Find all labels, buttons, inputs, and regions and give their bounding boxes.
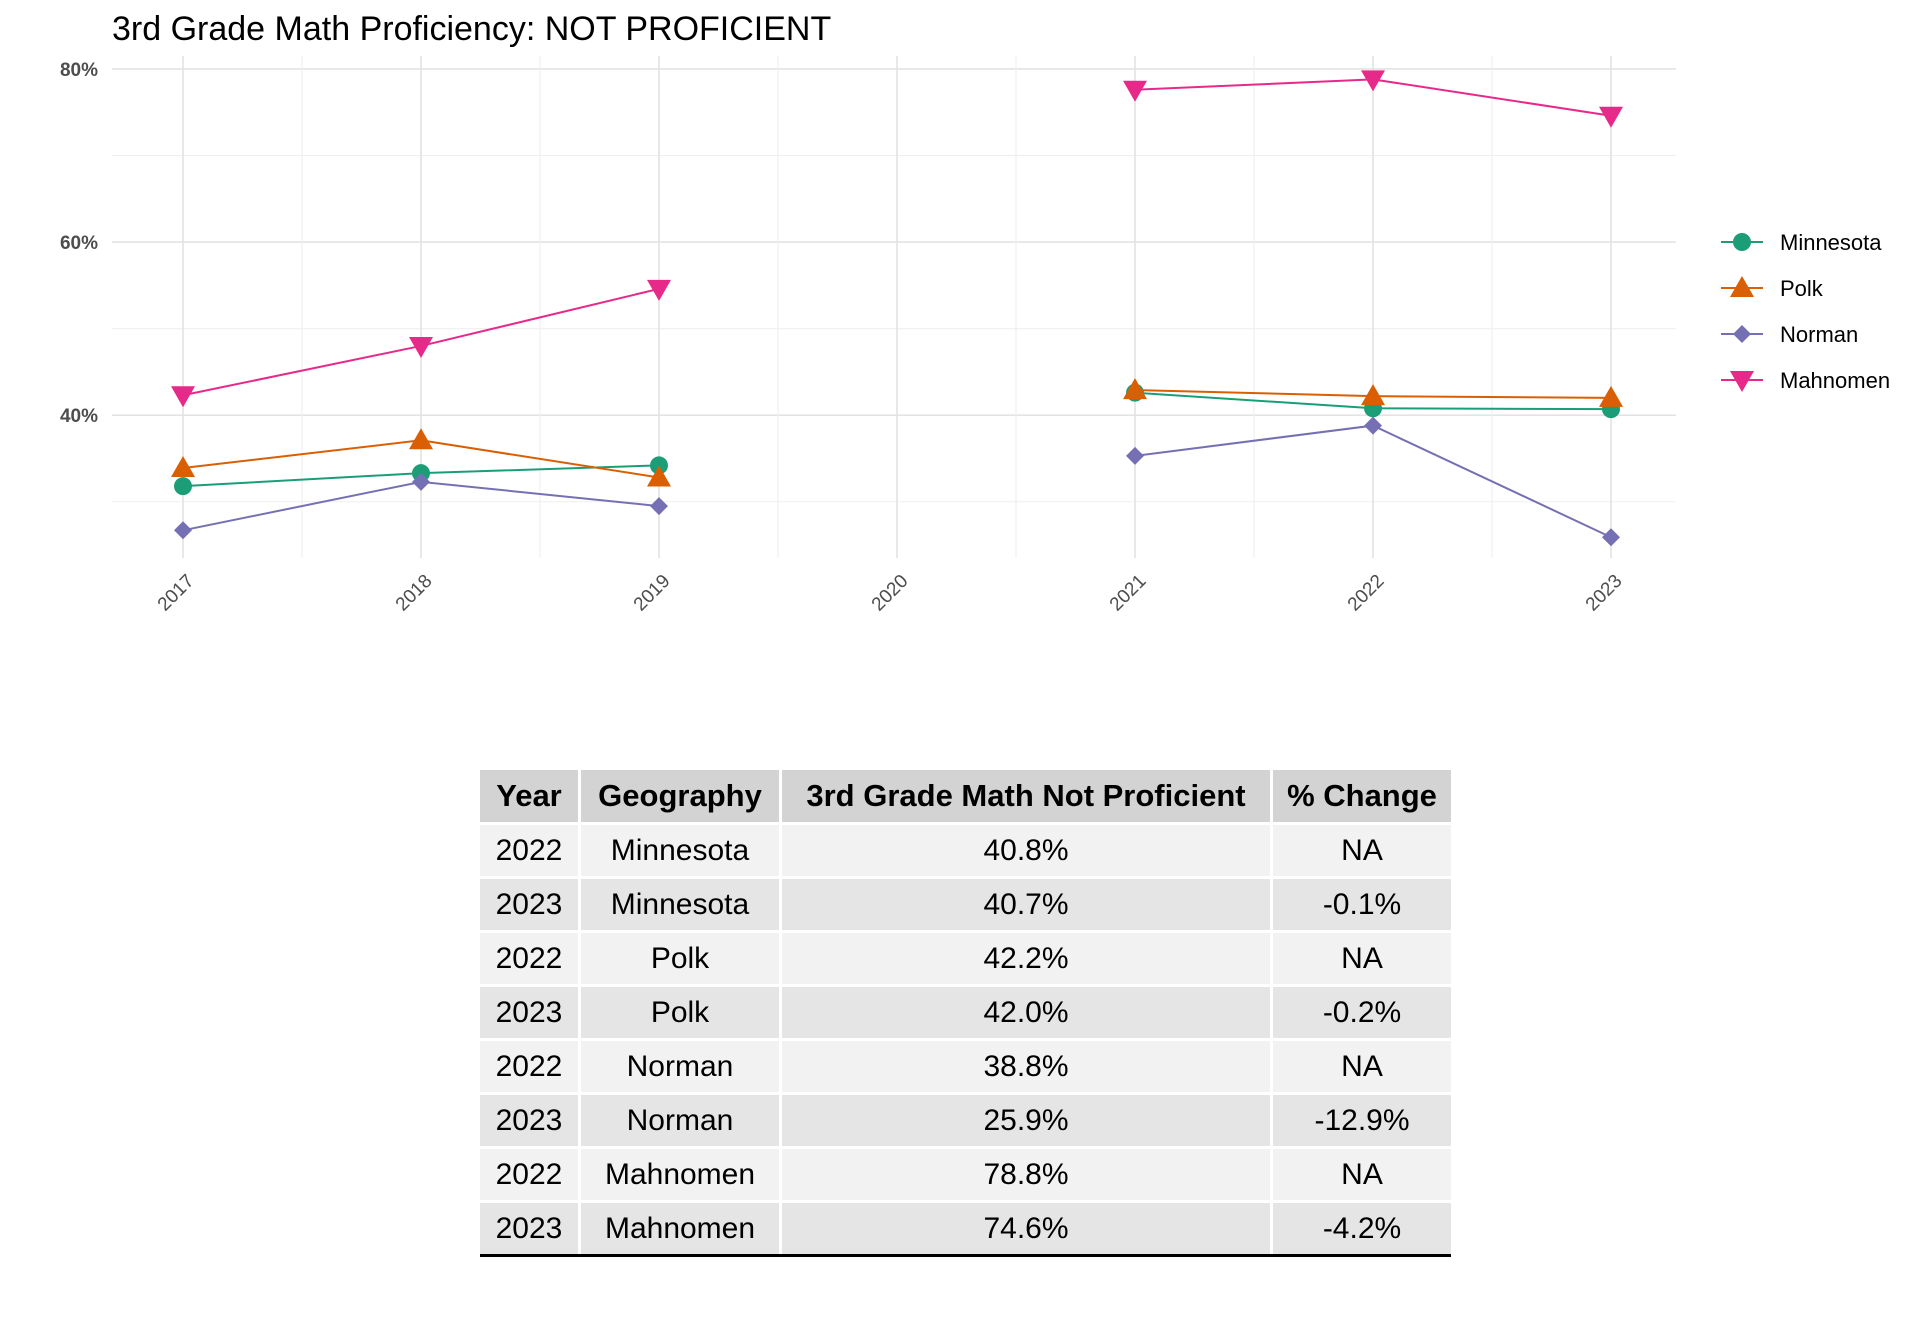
data-point-polk [1599,385,1623,407]
x-tick-label: 2020 [868,571,913,616]
data-point-polk [1123,378,1147,400]
table-row: 2022 Polk 42.2% NA [480,930,1451,986]
header-year: Year [480,770,581,824]
cell-value: 38.8% [780,1038,1273,1094]
data-point-norman [412,472,430,491]
cell-change: -0.2% [1271,984,1451,1040]
data-point-norman [1126,446,1144,465]
cell-year: 2022 [480,822,581,878]
legend-item-minnesota: Minnesota [1721,230,1882,255]
cell-year: 2023 [480,876,581,932]
table-row: 2023 Norman 25.9% -12.9% [480,1092,1451,1148]
cell-change: -0.1% [1271,876,1451,932]
chart-title: 3rd Grade Math Proficiency: NOT PROFICIE… [112,10,831,48]
cell-value: 25.9% [780,1092,1273,1148]
data-point-norman [1602,528,1620,547]
table-header-row: Year Geography 3rd Grade Math Not Profic… [480,770,1451,824]
x-tick-label: 2022 [1344,571,1389,616]
cell-change: NA [1271,1146,1451,1202]
legend: Minnesota Polk Norman Mahnomen [1721,230,1890,393]
series-layer [171,70,1623,547]
data-point-norman [1364,416,1382,435]
cell-geography: Polk [579,930,782,986]
cell-change: NA [1271,822,1451,878]
y-tick-label: 60% [60,233,98,254]
cell-value: 42.2% [780,930,1273,986]
table-row: 2023 Minnesota 40.7% -0.1% [480,876,1451,932]
cell-geography: Mahnomen [579,1146,782,1202]
cell-value: 42.0% [780,984,1273,1040]
cell-geography: Mahnomen [579,1200,782,1257]
cell-geography: Minnesota [579,876,782,932]
cell-year: 2023 [480,1200,581,1257]
series-norman [174,416,1620,547]
data-point-polk [171,455,195,477]
cell-value: 40.7% [780,876,1273,932]
legend-label: Polk [1780,276,1824,301]
cell-year: 2022 [480,930,581,986]
cell-value: 40.8% [780,822,1273,878]
header-percent-change: % Change [1271,770,1451,824]
data-point-polk [409,428,433,450]
data-point-mahnomen [647,279,671,301]
cell-geography: Norman [579,1092,782,1148]
cell-change: -12.9% [1271,1092,1451,1148]
table-row: 2022 Norman 38.8% NA [480,1038,1451,1094]
data-point-norman [174,521,192,540]
x-tick-label: 2017 [154,571,199,616]
cell-change: NA [1271,930,1451,986]
x-tick-label: 2019 [630,571,675,616]
line-chart: 3rd Grade Math Proficiency: NOT PROFICIE… [60,10,1890,615]
data-point-polk [1361,384,1385,406]
grid-layer [112,56,1676,558]
legend-marker [1733,325,1751,343]
legend-marker [1730,276,1754,297]
axis-layer: 40% 60% 80% 2017 2018 2019 2020 2021 2022 2023 [60,60,1627,615]
data-point-norman [650,497,668,516]
table-row: 2023 Mahnomen 74.6% -4.2% [480,1200,1451,1257]
legend-item-polk: Polk [1721,276,1824,301]
cell-geography: Minnesota [579,822,782,878]
table-row: 2023 Polk 42.0% -0.2% [480,984,1451,1040]
table-row: 2022 Minnesota 40.8% NA [480,822,1451,878]
cell-geography: Polk [579,984,782,1040]
cell-year: 2022 [480,1038,581,1094]
y-tick-label: 40% [60,406,98,427]
cell-change: -4.2% [1271,1200,1451,1257]
data-point-minnesota [650,456,668,475]
series-polk [171,378,1623,487]
legend-label: Mahnomen [1780,368,1890,393]
data-point-mahnomen [1361,70,1385,92]
data-table: Year Geography 3rd Grade Math Not Profic… [480,770,1451,1257]
series-mahnomen [171,70,1623,408]
x-tick-label: 2018 [392,571,437,616]
cell-year: 2023 [480,984,581,1040]
cell-change: NA [1271,1038,1451,1094]
data-point-mahnomen [1599,106,1623,128]
legend-item-norman: Norman [1721,322,1858,347]
legend-label: Norman [1780,322,1858,347]
cell-value: 78.8% [780,1146,1273,1202]
data-point-mahnomen [171,386,195,408]
y-tick-label: 80% [60,60,98,81]
cell-geography: Norman [579,1038,782,1094]
cell-year: 2022 [480,1146,581,1202]
data-point-mahnomen [409,336,433,358]
data-point-polk [647,465,671,487]
legend-marker [1733,233,1751,251]
cell-year: 2023 [480,1092,581,1148]
x-tick-label: 2023 [1582,571,1627,616]
header-not-proficient: 3rd Grade Math Not Proficient [780,770,1273,824]
x-tick-label: 2021 [1106,571,1151,616]
legend-marker [1730,371,1754,392]
data-point-mahnomen [1123,80,1147,102]
cell-value: 74.6% [780,1200,1273,1257]
data-point-minnesota [174,477,192,496]
table-row: 2022 Mahnomen 78.8% NA [480,1146,1451,1202]
legend-label: Minnesota [1780,230,1882,255]
header-geography: Geography [579,770,782,824]
legend-item-mahnomen: Mahnomen [1721,368,1890,393]
